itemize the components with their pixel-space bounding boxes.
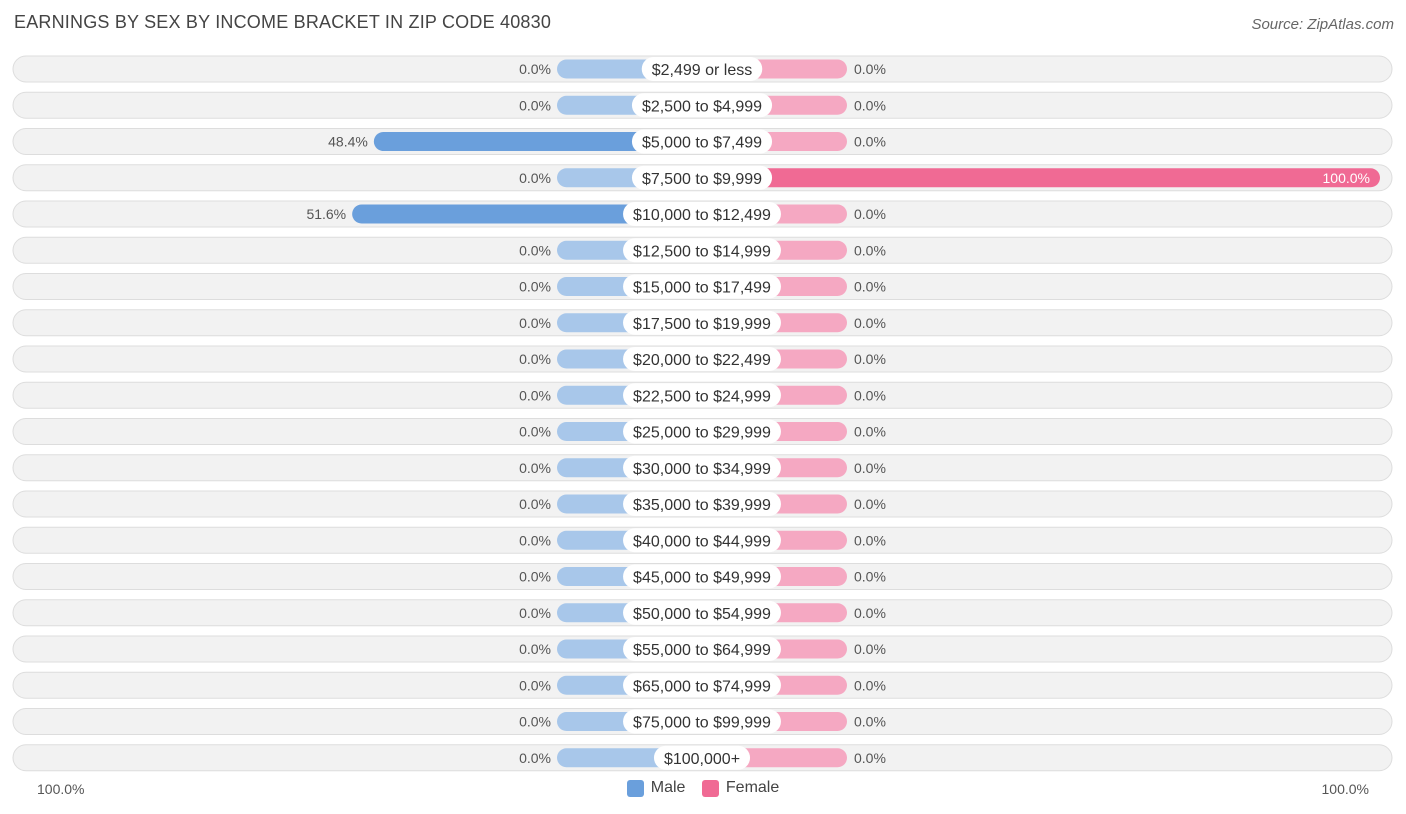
female-value-label: 0.0% xyxy=(854,714,886,730)
female-bar xyxy=(702,168,1380,188)
female-value-label: 0.0% xyxy=(854,532,886,548)
male-value-label: 0.0% xyxy=(519,641,551,657)
category-label-pill xyxy=(623,419,781,444)
category-label-pill xyxy=(623,673,781,698)
category-label-pill xyxy=(631,93,773,118)
category-label-pill xyxy=(623,347,781,371)
category-label: $5,000 to $7,499 xyxy=(642,135,762,152)
female-value-label: 100.0% xyxy=(1323,170,1370,186)
category-label: $2,500 to $4,999 xyxy=(642,98,762,115)
female-value-label: 0.0% xyxy=(854,279,886,295)
female-value-label: 0.0% xyxy=(854,242,886,258)
category-label: $65,000 to $74,999 xyxy=(633,678,771,695)
category-label-pill xyxy=(623,564,781,589)
category-label-pill xyxy=(623,238,781,263)
category-label: $20,000 to $22,499 xyxy=(633,352,771,369)
category-label-pill xyxy=(623,492,781,516)
category-label-pill xyxy=(623,709,781,734)
category-label-pill xyxy=(631,129,773,154)
category-label: $75,000 to $99,999 xyxy=(633,715,771,732)
category-label: $12,500 to $14,999 xyxy=(633,243,771,260)
female-value-label: 0.0% xyxy=(854,97,886,113)
category-label-pill xyxy=(623,600,781,625)
category-label-pill xyxy=(623,274,781,299)
category-label-pill xyxy=(623,383,781,408)
female-value-label: 0.0% xyxy=(854,641,886,657)
chart-source: Source: ZipAtlas.com xyxy=(1251,16,1394,33)
female-value-label: 0.0% xyxy=(854,460,886,476)
male-value-label: 0.0% xyxy=(519,677,551,693)
male-value-label: 0.0% xyxy=(519,351,551,367)
legend-item-female: Female xyxy=(701,779,780,797)
category-label: $45,000 to $49,999 xyxy=(633,570,771,587)
category-label-pill xyxy=(641,57,763,81)
female-value-label: 0.0% xyxy=(854,315,886,331)
female-value-label: 0.0% xyxy=(854,750,886,766)
male-value-label: 0.0% xyxy=(519,714,551,730)
male-value-label: 51.6% xyxy=(306,206,346,222)
female-value-label: 0.0% xyxy=(854,569,886,585)
legend-label-female: Female xyxy=(725,779,780,796)
female-value-label: 0.0% xyxy=(854,605,886,621)
category-label-pill xyxy=(623,455,781,480)
male-value-label: 0.0% xyxy=(519,605,551,621)
category-label: $2,499 or less xyxy=(652,62,753,79)
category-label: $50,000 to $54,999 xyxy=(633,606,771,623)
category-label: $22,500 to $24,999 xyxy=(633,388,771,405)
female-value-label: 0.0% xyxy=(854,387,886,403)
chart-title: EARNINGS BY SEX BY INCOME BRACKET IN ZIP… xyxy=(14,12,552,32)
male-bar xyxy=(373,132,702,151)
male-value-label: 0.0% xyxy=(519,460,551,476)
male-value-label: 0.0% xyxy=(519,97,551,113)
category-label-pill xyxy=(631,165,773,190)
category-label-pill xyxy=(623,637,781,661)
legend: Male Female xyxy=(0,779,1406,802)
female-value-label: 0.0% xyxy=(854,134,886,150)
male-value-label: 0.0% xyxy=(519,61,551,77)
male-value-label: 0.0% xyxy=(519,569,551,585)
female-value-label: 0.0% xyxy=(854,677,886,693)
male-value-label: 0.0% xyxy=(519,315,551,331)
male-value-label: 0.0% xyxy=(519,496,551,512)
category-label: $25,000 to $29,999 xyxy=(633,425,771,442)
male-value-label: 0.0% xyxy=(519,532,551,548)
male-value-label: 0.0% xyxy=(519,750,551,766)
axis-right-label: 100.0% xyxy=(1321,781,1369,797)
male-value-label: 48.4% xyxy=(328,134,368,150)
male-bar xyxy=(352,204,702,224)
category-label-pill xyxy=(623,310,781,335)
female-value-label: 0.0% xyxy=(854,496,886,512)
category-label: $40,000 to $44,999 xyxy=(633,533,771,550)
category-label-pill xyxy=(653,745,751,770)
legend-label-male: Male xyxy=(650,779,686,796)
category-label: $15,000 to $17,499 xyxy=(633,280,771,297)
male-value-label: 0.0% xyxy=(519,170,551,186)
category-label: $17,500 to $19,999 xyxy=(633,316,771,333)
category-label-pill xyxy=(623,202,781,226)
category-label-pill xyxy=(623,528,781,553)
axis-left-label: 100.0% xyxy=(37,781,85,797)
female-value-label: 0.0% xyxy=(854,351,886,367)
male-value-label: 0.0% xyxy=(519,242,551,258)
category-label: $100,000+ xyxy=(664,751,740,768)
legend-swatch-male xyxy=(626,779,644,797)
legend-swatch-female xyxy=(701,779,719,797)
male-value-label: 0.0% xyxy=(519,387,551,403)
legend-item-male: Male xyxy=(626,779,686,797)
category-label: $7,500 to $9,999 xyxy=(642,171,762,188)
category-label: $35,000 to $39,999 xyxy=(633,497,771,514)
female-value-label: 0.0% xyxy=(854,206,886,222)
male-value-label: 0.0% xyxy=(519,279,551,295)
female-value-label: 0.0% xyxy=(854,424,886,440)
category-label: $10,000 to $12,499 xyxy=(633,207,771,224)
category-label: $30,000 to $34,999 xyxy=(633,461,771,478)
category-label: $55,000 to $64,999 xyxy=(633,642,771,659)
male-value-label: 0.0% xyxy=(519,424,551,440)
female-value-label: 0.0% xyxy=(854,61,886,77)
